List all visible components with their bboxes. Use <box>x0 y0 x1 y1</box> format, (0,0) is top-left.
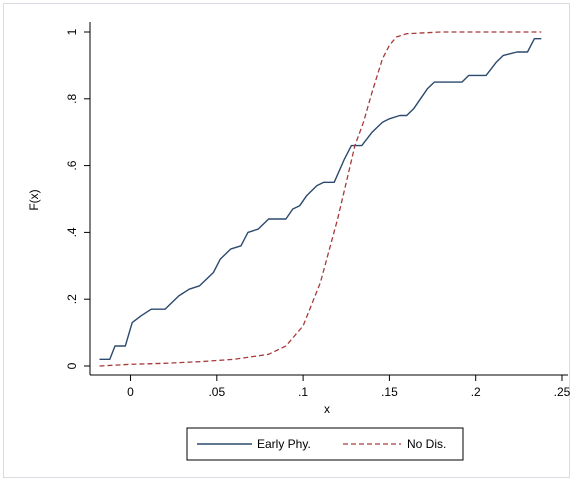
x-tick-label: .2 <box>471 385 481 399</box>
legend-label-early-phy: Early Phy. <box>257 437 311 451</box>
y-tick-label: 0 <box>65 362 79 369</box>
x-axis-title: x <box>324 402 330 416</box>
y-tick-label: .2 <box>65 294 79 304</box>
legend-label-no-dis: No Dis. <box>407 437 446 451</box>
x-tick-label: .05 <box>208 385 225 399</box>
x-tick-label: .15 <box>381 385 398 399</box>
series-line-early-phy <box>99 38 542 360</box>
y-tick-label: .6 <box>65 160 79 170</box>
series-line-no-dis <box>99 31 542 367</box>
chart-frame <box>3 3 570 478</box>
y-tick-label: 1 <box>65 28 79 35</box>
axes-group: 0 .05 .1 .15 .2 .25 0 .2 .4 .6 .8 1 <box>65 22 571 399</box>
x-tick-label: .1 <box>298 385 308 399</box>
y-axis-title: F(x) <box>27 189 41 210</box>
x-tick-label: 0 <box>127 385 134 399</box>
x-tick-label: .25 <box>554 385 571 399</box>
y-tick-label: .8 <box>65 93 79 103</box>
y-tick-label: .4 <box>65 227 79 237</box>
legend: Early Phy. No Dis. <box>186 427 464 461</box>
plot-group <box>99 31 542 367</box>
